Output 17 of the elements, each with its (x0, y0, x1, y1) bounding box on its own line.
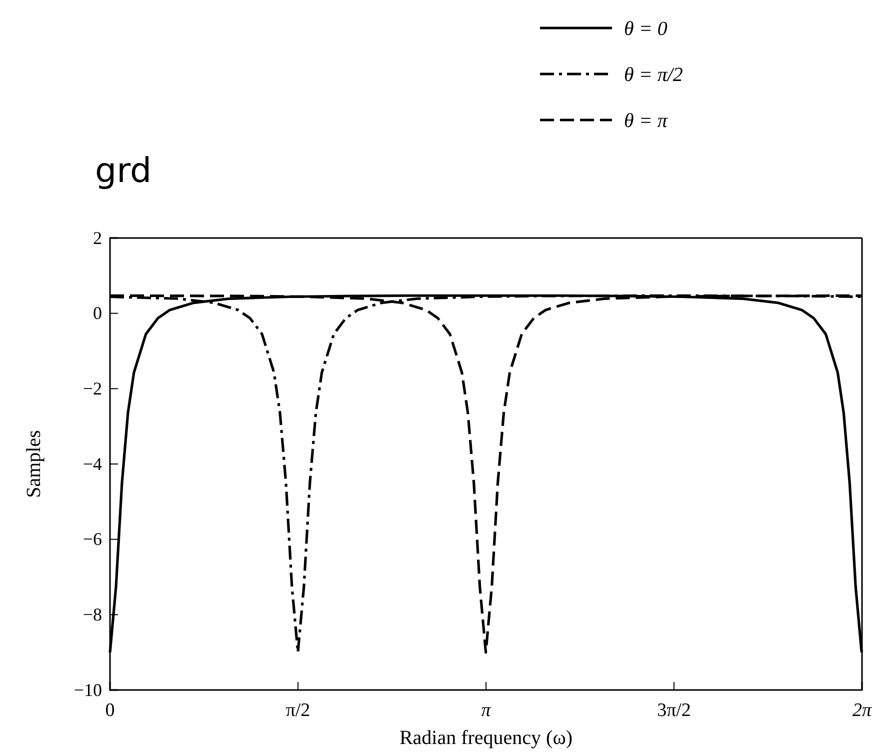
x-tick-label: π (481, 700, 492, 721)
chart-title: grd (95, 151, 152, 191)
x-axis-title: Radian frequency (ω) (399, 727, 573, 749)
y-axis-title: Samples (23, 430, 45, 498)
legend-label: θ = 0 (624, 18, 668, 40)
y-tick-label: −2 (82, 378, 102, 398)
legend-label: θ = π (624, 110, 668, 132)
y-tick-label: −4 (82, 454, 102, 474)
y-tick-label: 0 (93, 303, 102, 324)
legend-label: θ = π/2 (624, 64, 683, 86)
y-tick-label: −8 (82, 604, 102, 624)
y-tick-label: −6 (82, 529, 102, 550)
x-tick-label: 3π/2 (657, 700, 691, 721)
y-tick-label: −10 (74, 680, 102, 700)
x-tick-label: 2π (852, 700, 872, 721)
x-tick-label: π/2 (286, 700, 310, 721)
y-tick-label: 2 (93, 228, 102, 248)
